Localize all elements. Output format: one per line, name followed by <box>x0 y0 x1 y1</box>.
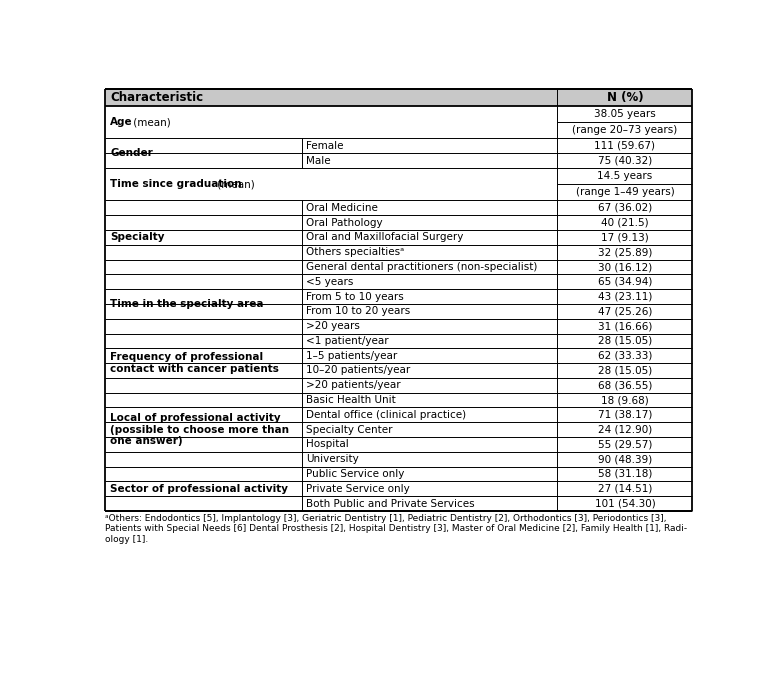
Text: (range 20–73 years): (range 20–73 years) <box>573 125 678 135</box>
Text: 1–5 patients/year: 1–5 patients/year <box>306 351 397 360</box>
Text: From 5 to 10 years: From 5 to 10 years <box>306 292 404 301</box>
Text: Age: Age <box>110 117 133 127</box>
Text: <5 years: <5 years <box>306 277 353 287</box>
Text: 38.05 years: 38.05 years <box>594 109 656 119</box>
Text: 65 (34.94): 65 (34.94) <box>598 277 652 287</box>
Text: (range 1–49 years): (range 1–49 years) <box>576 188 675 197</box>
Text: >20 patients/year: >20 patients/year <box>306 380 401 390</box>
Text: Female: Female <box>306 141 343 151</box>
Text: Dental office (clinical practice): Dental office (clinical practice) <box>306 410 466 420</box>
Text: Public Service only: Public Service only <box>306 469 404 479</box>
Text: 68 (36.55): 68 (36.55) <box>598 380 652 390</box>
Text: 40 (21.5): 40 (21.5) <box>601 218 649 228</box>
Text: 24 (12.90): 24 (12.90) <box>598 424 652 435</box>
Text: Specialty: Specialty <box>110 233 165 243</box>
Text: Both Public and Private Services: Both Public and Private Services <box>306 498 475 509</box>
Text: 90 (48.39): 90 (48.39) <box>598 454 652 464</box>
Text: General dental practitioners (non-specialist): General dental practitioners (non-specia… <box>306 262 537 272</box>
Text: Local of professional activity
(possible to choose more than
one answer): Local of professional activity (possible… <box>110 413 289 446</box>
Text: 55 (29.57): 55 (29.57) <box>598 439 652 449</box>
Text: From 10 to 20 years: From 10 to 20 years <box>306 307 410 316</box>
Text: 30 (16.12): 30 (16.12) <box>598 262 652 272</box>
Text: ᵃOthers: Endodontics [5], Implantology [3], Geriatric Dentistry [1], Pediatric D: ᵃOthers: Endodontics [5], Implantology [… <box>105 514 687 544</box>
Text: 10–20 patients/year: 10–20 patients/year <box>306 365 410 375</box>
Text: Time since graduation: Time since graduation <box>110 180 242 189</box>
Text: 71 (38.17): 71 (38.17) <box>598 410 652 420</box>
Text: Sector of professional activity: Sector of professional activity <box>110 483 289 494</box>
Text: (mean): (mean) <box>214 180 254 189</box>
Text: 43 (23.11): 43 (23.11) <box>598 292 652 301</box>
Text: N (%): N (%) <box>607 91 643 104</box>
Text: Oral Pathology: Oral Pathology <box>306 218 382 228</box>
Text: 62 (33.33): 62 (33.33) <box>598 351 652 360</box>
Text: 75 (40.32): 75 (40.32) <box>598 156 652 165</box>
Text: 32 (25.89): 32 (25.89) <box>598 248 652 257</box>
Text: Age: Age <box>110 117 133 127</box>
Text: 17 (9.13): 17 (9.13) <box>601 233 649 243</box>
Text: University: University <box>306 454 359 464</box>
Text: Specialty Center: Specialty Center <box>306 424 392 435</box>
Text: 111 (59.67): 111 (59.67) <box>594 141 655 151</box>
Bar <box>105 89 692 106</box>
Text: (mean): (mean) <box>129 117 170 127</box>
Text: <1 patient/year: <1 patient/year <box>306 336 388 346</box>
Text: 67 (36.02): 67 (36.02) <box>598 203 652 213</box>
Text: Private Service only: Private Service only <box>306 483 409 494</box>
Text: >20 years: >20 years <box>306 321 359 331</box>
Text: Oral and Maxillofacial Surgery: Oral and Maxillofacial Surgery <box>306 233 463 243</box>
Text: Oral Medicine: Oral Medicine <box>306 203 377 213</box>
Text: 58 (31.18): 58 (31.18) <box>598 469 652 479</box>
Text: 101 (54.30): 101 (54.30) <box>594 498 655 509</box>
Text: 28 (15.05): 28 (15.05) <box>598 336 652 346</box>
Text: Gender: Gender <box>110 148 153 158</box>
Text: Frequency of professional
contact with cancer patients: Frequency of professional contact with c… <box>110 352 279 374</box>
Text: Characteristic: Characteristic <box>110 91 204 104</box>
Text: Time since graduation: Time since graduation <box>110 180 242 189</box>
Text: 27 (14.51): 27 (14.51) <box>598 483 652 494</box>
Text: Time in the specialty area: Time in the specialty area <box>110 299 264 309</box>
Text: 47 (25.26): 47 (25.26) <box>598 307 652 316</box>
Text: Hospital: Hospital <box>306 439 349 449</box>
Text: 14.5 years: 14.5 years <box>598 171 653 181</box>
Text: 28 (15.05): 28 (15.05) <box>598 365 652 375</box>
Text: Male: Male <box>306 156 331 165</box>
Text: 18 (9.68): 18 (9.68) <box>601 395 649 405</box>
Text: 31 (16.66): 31 (16.66) <box>598 321 652 331</box>
Text: Others specialtiesᵃ: Others specialtiesᵃ <box>306 248 404 257</box>
Text: Basic Health Unit: Basic Health Unit <box>306 395 395 405</box>
